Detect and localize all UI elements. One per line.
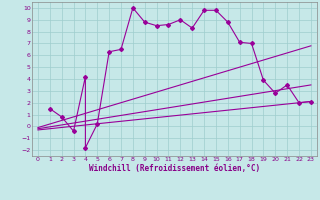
X-axis label: Windchill (Refroidissement éolien,°C): Windchill (Refroidissement éolien,°C) xyxy=(89,164,260,173)
